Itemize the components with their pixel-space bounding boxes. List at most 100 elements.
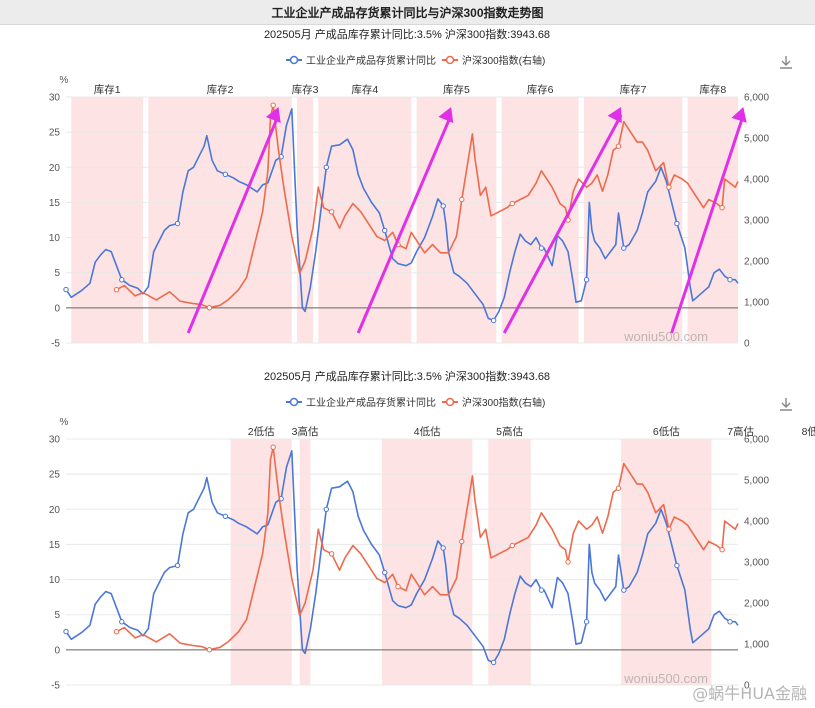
page-title-bar: 工业企业产成品存货累计同比与沪深300指数走势图 [0,0,815,25]
band-4 [318,97,412,343]
chart-subtitle: 202505月 产成品库存累计同比:3.5% 沪深300指数:3943.68 [264,369,550,383]
series-point [270,444,276,450]
y-right-tick-label: 5,000 [744,476,769,487]
y-left-tick-label: 20 [49,163,61,174]
band-2 [299,439,311,685]
y-left-tick-label: 20 [49,505,61,516]
trend-arrow-head [438,107,454,123]
band-label: 库存4 [351,83,378,96]
y-left-tick-label: 30 [49,93,61,104]
trend-arrow-shaft [356,114,453,334]
trend-arrow [670,107,747,334]
series-point [206,305,213,311]
band-1 [71,97,144,343]
band-label: 库存7 [620,83,647,96]
series-point [727,619,733,625]
y-left-tick-label: 25 [49,128,61,139]
series-point [674,220,680,227]
band-label: 库存6 [527,83,554,96]
y-unit-label: % [60,417,69,428]
band-8 [687,97,738,343]
y-right-tick-label: 6,000 [744,435,769,446]
series-point [328,209,335,215]
y-left-tick-label: 5 [54,268,60,279]
trend-arrow [502,107,623,334]
y-right-tick-label: 2,000 [744,257,769,268]
series-point [395,583,401,590]
band-5 [416,97,497,343]
band-label: 5高估 [496,425,523,438]
y-right-tick-label: 5,000 [744,134,769,145]
y-unit-label: % [60,75,69,86]
series-point [206,647,213,653]
legend-marker-right [445,397,455,407]
series-point [666,526,672,532]
series-point [222,513,229,520]
band-5 [621,439,712,685]
y-left-tick-label: 10 [49,575,61,586]
series-point [174,562,181,569]
series-point [719,547,725,553]
trend-arrow [356,107,454,334]
download-icon-glyph [780,398,792,411]
y-left-tick-label: -5 [51,339,60,350]
series-point [490,659,497,666]
band-3 [297,97,314,343]
chart-valuation-bands: 202505月 产成品库存累计同比:3.5% 沪深300指数:3943.68 工业… [49,369,815,692]
series-point [119,619,125,625]
series-point [674,562,680,569]
legend-label-left: 工业企业产成品存货累计同比 [306,396,436,409]
band-label: 库存3 [292,83,319,96]
trend-arrow-shaft [670,114,745,334]
series-point [323,506,330,512]
series-point [509,542,515,549]
y-right-tick-label: 0 [744,681,750,692]
series-point [63,286,69,293]
y-right-tick-label: 1,000 [744,298,769,309]
series-point [328,551,335,557]
band-label: 4低估 [414,425,441,438]
series-point [621,245,627,251]
series-point [621,587,627,593]
y-right-tick-label: 0 [744,339,750,350]
watermark: woniu500.com [623,671,708,686]
series-point [382,227,388,234]
series-point [459,538,465,545]
y-right-tick-label: 2,000 [744,599,769,610]
series-point [222,171,229,178]
y-left-tick-label: -5 [51,681,60,692]
band-label: 3高估 [292,425,319,438]
download-icon-glyph [780,56,792,69]
series-point [490,317,497,324]
y-right-tick-label: 3,000 [744,558,769,569]
legend-label-right: 沪深300指数(右轴) [462,396,545,409]
band-label: 库存1 [94,83,121,96]
series-point [323,164,330,170]
series-point [583,619,590,625]
band-4 [488,439,531,685]
series-point [727,277,733,283]
legend: 工业企业产成品存货累计同比 沪深300指数(右轴) [286,396,545,409]
series-point [382,569,388,576]
y-left-tick-label: 0 [54,645,60,656]
series-point [63,628,69,635]
band-label: 2低估 [248,425,275,438]
corner-watermark: @蜗牛HUA金融 [692,684,807,703]
chart-inventory-cycles: 202505月 产成品库存累计同比:3.5% 沪深300指数:3943.68 工业… [49,27,792,350]
series-point [440,203,446,209]
watermark: woniu500.com [623,329,708,344]
download-icon[interactable] [780,56,792,69]
series-point [174,220,181,227]
series-point [509,200,515,207]
series-point [615,485,622,491]
series-point [565,559,571,565]
series-line-csi300 [116,104,739,309]
download-icon[interactable] [780,398,792,411]
series-point [113,287,120,293]
trend-arrow-head [731,107,747,123]
series-point [459,196,465,203]
trend-arrow-head [265,107,281,123]
y-left-tick-label: 30 [49,435,61,446]
trend-arrow-shaft [186,114,280,334]
series-point [666,184,672,190]
